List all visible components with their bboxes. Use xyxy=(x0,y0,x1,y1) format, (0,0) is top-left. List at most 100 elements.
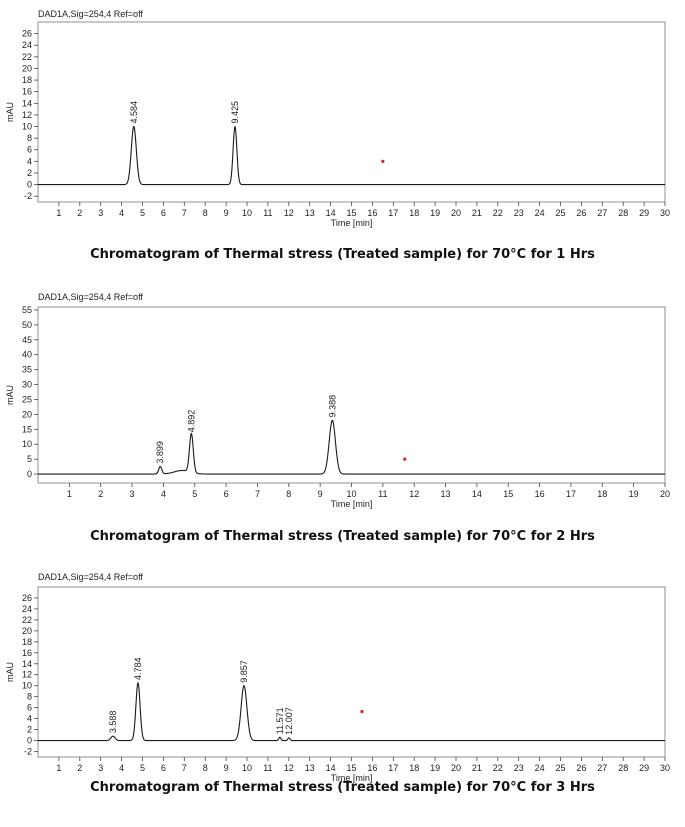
x-tick-label: 7 xyxy=(255,489,260,499)
x-tick-label: 30 xyxy=(660,763,670,773)
y-tick-label: 20 xyxy=(22,626,32,636)
x-tick-label: 12 xyxy=(284,763,294,773)
marker-point xyxy=(403,457,407,461)
y-tick-label: 0 xyxy=(27,736,32,746)
x-tick-label: 14 xyxy=(326,763,336,773)
x-tick-label: 24 xyxy=(535,208,545,218)
y-tick-label: 26 xyxy=(22,593,32,603)
y-axis-label: mAU xyxy=(5,662,15,682)
y-tick-label: -2 xyxy=(24,747,32,757)
x-tick-label: 2 xyxy=(98,489,103,499)
y-tick-label: 26 xyxy=(22,29,32,39)
x-tick-label: 20 xyxy=(451,208,461,218)
x-tick-label: 6 xyxy=(161,763,166,773)
signal-trace xyxy=(38,419,665,475)
x-tick-label: 12 xyxy=(409,489,419,499)
x-tick-label: 5 xyxy=(140,208,145,218)
x-tick-label: 3 xyxy=(98,208,103,218)
x-tick-label: 22 xyxy=(493,763,503,773)
x-tick-label: 21 xyxy=(472,208,482,218)
x-tick-label: 18 xyxy=(597,489,607,499)
signal-trace xyxy=(38,681,665,742)
y-tick-label: 40 xyxy=(22,350,32,360)
x-tick-label: 19 xyxy=(430,208,440,218)
chromatogram-plot-1: DAD1A,Sig=254,4 Ref=off-2024681012141618… xyxy=(5,9,670,228)
x-tick-label: 8 xyxy=(286,489,291,499)
y-tick-label: 12 xyxy=(22,670,32,680)
y-tick-label: 24 xyxy=(22,40,32,50)
signal-header: DAD1A,Sig=254,4 Ref=off xyxy=(38,9,143,19)
x-tick-label: 29 xyxy=(639,208,649,218)
y-tick-label: 55 xyxy=(22,305,32,315)
y-tick-label: 12 xyxy=(22,110,32,120)
y-tick-label: 5 xyxy=(27,454,32,464)
x-tick-label: 12 xyxy=(284,208,294,218)
x-tick-label: 13 xyxy=(441,489,451,499)
x-tick-label: 17 xyxy=(566,489,576,499)
x-tick-label: 13 xyxy=(305,763,315,773)
x-tick-label: 21 xyxy=(472,763,482,773)
x-tick-label: 7 xyxy=(182,208,187,218)
y-tick-label: 20 xyxy=(22,409,32,419)
y-tick-label: 6 xyxy=(27,145,32,155)
x-tick-label: 24 xyxy=(535,763,545,773)
x-tick-label: 27 xyxy=(597,208,607,218)
x-tick-label: 5 xyxy=(192,489,197,499)
peak-label: 4.584 xyxy=(129,101,139,124)
x-tick-label: 9 xyxy=(224,208,229,218)
peak-label: 11.571 xyxy=(275,707,285,734)
y-tick-label: 14 xyxy=(22,659,32,669)
y-tick-label: 6 xyxy=(27,703,32,713)
x-tick-label: 3 xyxy=(98,763,103,773)
x-tick-label: 14 xyxy=(472,489,482,499)
x-tick-label: 4 xyxy=(161,489,166,499)
y-tick-label: 0 xyxy=(27,469,32,479)
x-tick-label: 16 xyxy=(535,489,545,499)
x-tick-label: 25 xyxy=(555,763,565,773)
y-axis-label: mAU xyxy=(5,102,15,122)
x-tick-label: 20 xyxy=(660,489,670,499)
x-tick-label: 19 xyxy=(629,489,639,499)
x-tick-label: 16 xyxy=(367,208,377,218)
x-tick-label: 27 xyxy=(597,763,607,773)
y-tick-label: 35 xyxy=(22,365,32,375)
x-tick-label: 5 xyxy=(140,763,145,773)
y-axis-label: mAU xyxy=(5,385,15,405)
y-tick-label: 24 xyxy=(22,604,32,614)
peak-label: 3.588 xyxy=(108,711,118,734)
peak-label: 4.784 xyxy=(133,657,143,680)
x-tick-label: 9 xyxy=(224,763,229,773)
marker-point xyxy=(381,159,385,163)
x-tick-label: 14 xyxy=(326,208,336,218)
x-tick-label: 6 xyxy=(224,489,229,499)
x-tick-label: 11 xyxy=(263,208,272,218)
x-tick-label: 6 xyxy=(161,208,166,218)
x-tick-label: 28 xyxy=(618,208,628,218)
x-tick-label: 13 xyxy=(305,208,315,218)
x-tick-label: 26 xyxy=(576,763,586,773)
chromatogram-plot-3: DAD1A,Sig=254,4 Ref=off-2024681012141618… xyxy=(5,572,670,783)
y-tick-label: 0 xyxy=(27,180,32,190)
x-tick-label: 29 xyxy=(639,763,649,773)
y-tick-label: 4 xyxy=(27,156,32,166)
x-tick-label: 16 xyxy=(367,763,377,773)
x-axis-label: Time [min] xyxy=(331,218,373,228)
x-tick-label: 10 xyxy=(346,489,356,499)
x-tick-label: 9 xyxy=(318,489,323,499)
y-tick-label: 2 xyxy=(27,725,32,735)
x-tick-label: 3 xyxy=(130,489,135,499)
y-tick-label: 15 xyxy=(22,424,32,434)
y-tick-label: 25 xyxy=(22,394,32,404)
y-tick-label: 22 xyxy=(22,615,32,625)
peak-label: 3.899 xyxy=(155,441,165,464)
x-tick-label: 7 xyxy=(182,763,187,773)
x-tick-label: 1 xyxy=(67,489,72,499)
y-tick-label: -2 xyxy=(24,191,32,201)
y-tick-label: 50 xyxy=(22,320,32,330)
x-tick-label: 17 xyxy=(388,763,398,773)
x-tick-label: 1 xyxy=(56,763,61,773)
y-tick-label: 2 xyxy=(27,168,32,178)
y-tick-label: 14 xyxy=(22,98,32,108)
y-tick-label: 10 xyxy=(22,439,32,449)
y-tick-label: 10 xyxy=(22,681,32,691)
